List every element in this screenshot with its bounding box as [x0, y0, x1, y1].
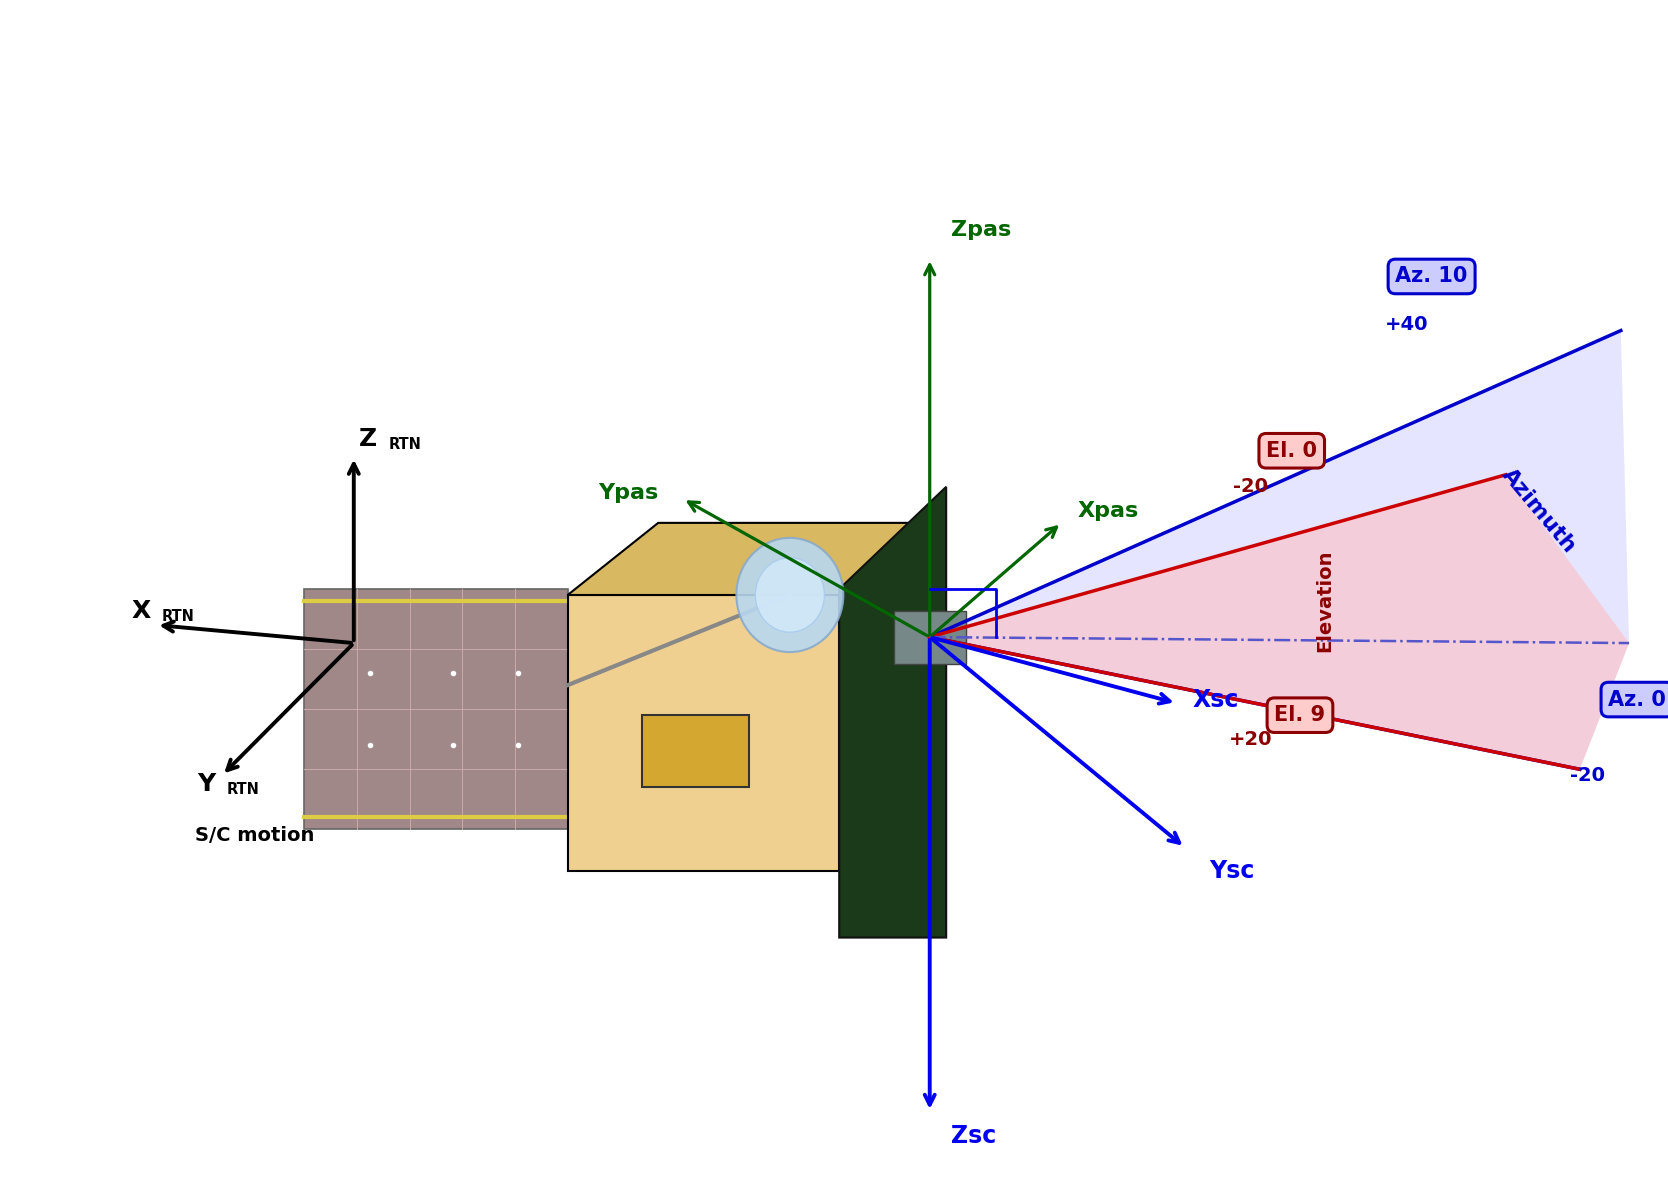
- Ellipse shape: [756, 558, 824, 632]
- Text: Ypas: Ypas: [597, 483, 659, 502]
- Text: Az. 10: Az. 10: [1396, 267, 1468, 286]
- Polygon shape: [839, 487, 946, 938]
- Text: Elevation: Elevation: [1314, 549, 1334, 653]
- Text: Zpas: Zpas: [951, 220, 1011, 240]
- Text: RTN: RTN: [389, 438, 422, 452]
- Text: S/C motion: S/C motion: [195, 826, 315, 845]
- Text: Z: Z: [359, 427, 377, 451]
- Text: Y: Y: [197, 772, 215, 796]
- Ellipse shape: [736, 538, 844, 651]
- Text: Xsc: Xsc: [1193, 688, 1239, 712]
- Polygon shape: [839, 523, 929, 871]
- Text: Xpas: Xpas: [1078, 501, 1139, 520]
- Polygon shape: [929, 475, 1630, 769]
- Text: +20: +20: [1229, 730, 1273, 749]
- Text: Az. 0: Az. 0: [1608, 690, 1666, 709]
- Text: RTN: RTN: [227, 783, 260, 797]
- FancyBboxPatch shape: [894, 611, 966, 664]
- Polygon shape: [567, 595, 839, 871]
- Text: Ysc: Ysc: [1209, 859, 1254, 883]
- FancyBboxPatch shape: [642, 715, 749, 787]
- Text: Zsc: Zsc: [951, 1124, 996, 1148]
- Polygon shape: [567, 523, 929, 595]
- Text: Azimuth: Azimuth: [1498, 465, 1580, 557]
- Text: -20: -20: [1233, 477, 1268, 496]
- Text: +40: +40: [1384, 315, 1429, 334]
- Text: El. 9: El. 9: [1274, 706, 1326, 725]
- Text: X: X: [132, 599, 150, 623]
- Text: -20: -20: [1571, 766, 1605, 785]
- Polygon shape: [305, 589, 567, 829]
- Text: RTN: RTN: [162, 609, 193, 624]
- Polygon shape: [929, 331, 1630, 769]
- Text: El. 0: El. 0: [1266, 441, 1318, 460]
